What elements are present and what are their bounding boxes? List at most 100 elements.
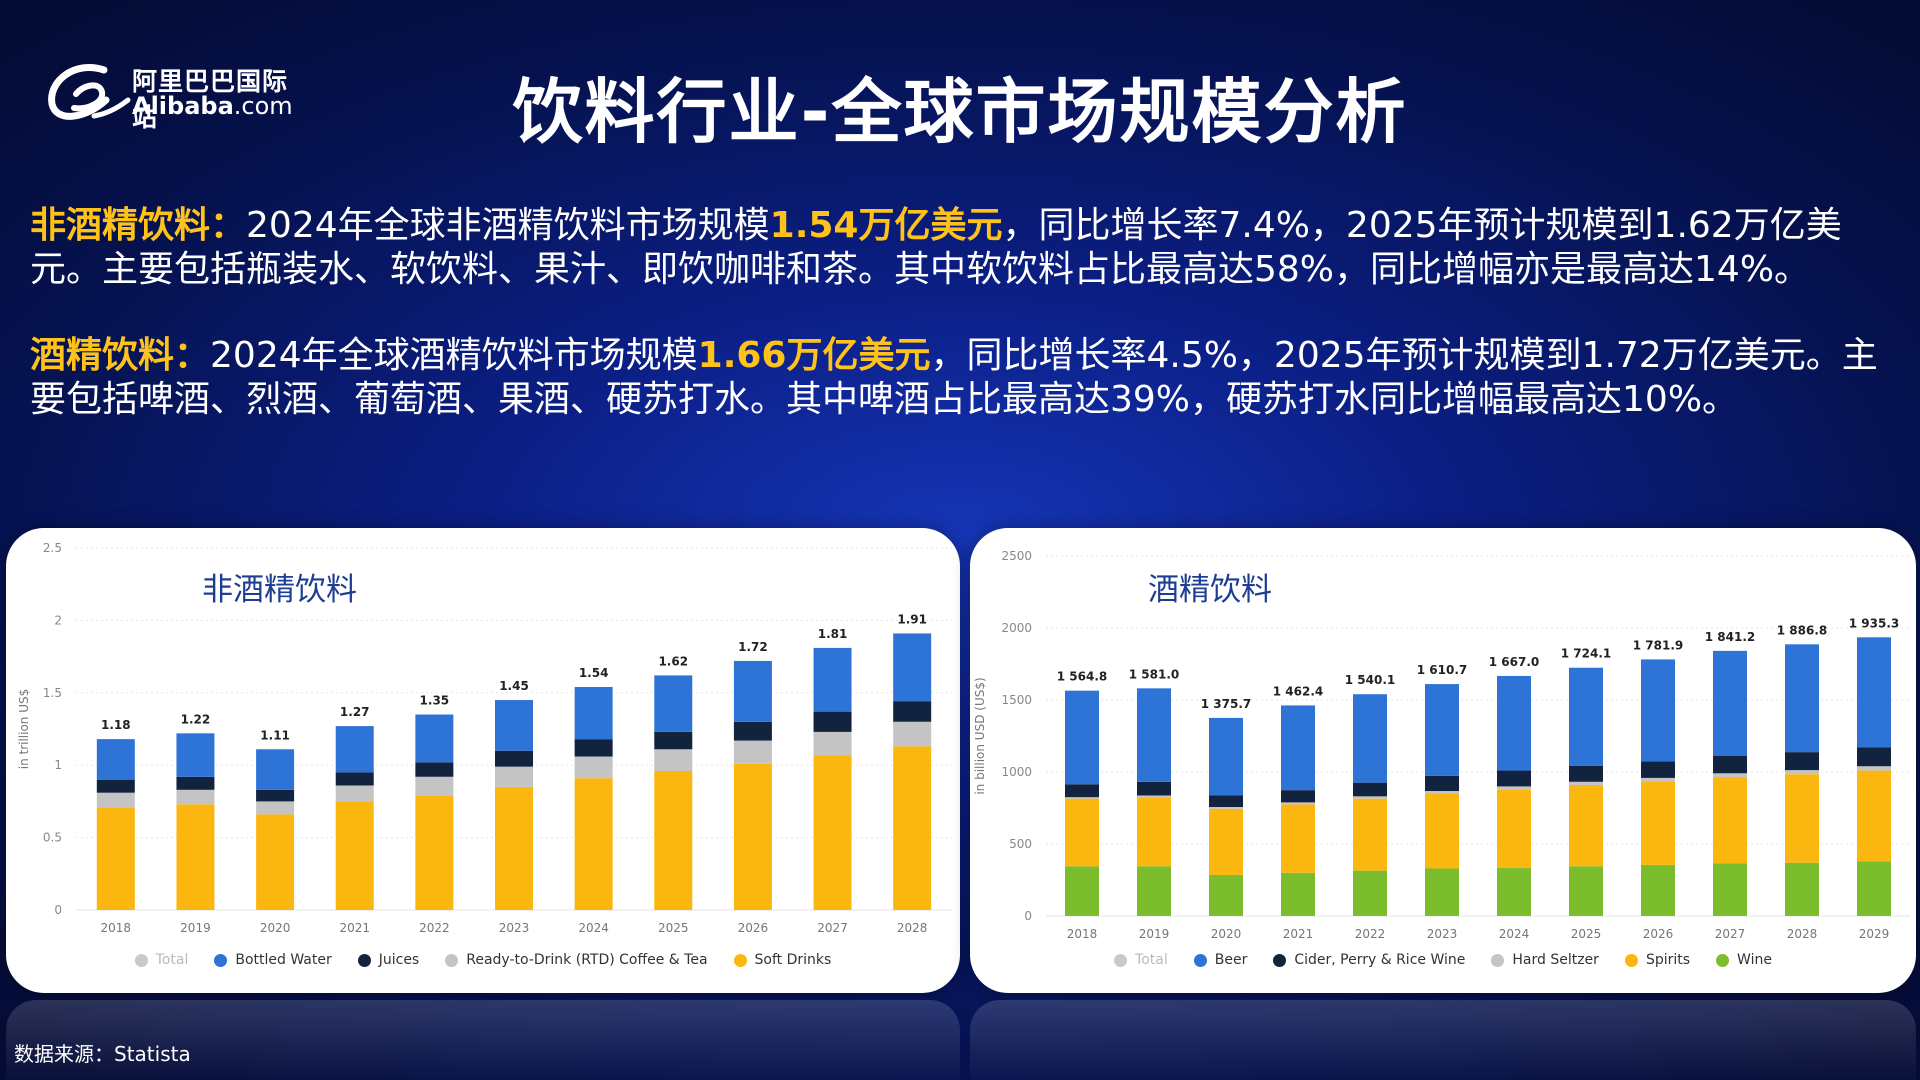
bar-segment-cider-perry-rice-wine bbox=[1425, 775, 1459, 792]
bar-segment-juices bbox=[813, 711, 852, 732]
bar-segment-hard-seltzer bbox=[1137, 795, 1171, 798]
y-tick-label: 1.5 bbox=[43, 686, 62, 700]
bar-segment-ready-to-drink-rtd-coffee-tea bbox=[335, 785, 374, 802]
chart-legend: Total Bottled Water Juices Ready-to-Drink (… bbox=[6, 952, 960, 968]
bar-segment-wine bbox=[1065, 866, 1099, 916]
bar-segment-soft-drinks bbox=[335, 801, 374, 910]
legend-item[interactable]: Hard Seltzer bbox=[1491, 952, 1599, 968]
bar-segment-ready-to-drink-rtd-coffee-tea bbox=[176, 789, 215, 805]
legend-item[interactable]: Ready-to-Drink (RTD) Coffee & Tea bbox=[445, 952, 708, 968]
bar-segment-spirits bbox=[1569, 784, 1603, 867]
bar-segment-soft-drinks bbox=[654, 770, 693, 910]
total-data-label: 1 564.8 bbox=[1057, 670, 1107, 684]
legend-label: Ready-to-Drink (RTD) Coffee & Tea bbox=[466, 952, 708, 968]
bar-segment-wine bbox=[1353, 870, 1387, 916]
alcoholic-chart-panel: 0 500 1000 1500 2000 2500 in billion USD (US$)… bbox=[970, 528, 1916, 993]
summary-lead: 酒精饮料： bbox=[30, 335, 211, 376]
legend-label: Beer bbox=[1214, 952, 1248, 968]
legend-item[interactable]: Bottled Water bbox=[214, 952, 332, 968]
bar-segment-spirits bbox=[1641, 781, 1675, 865]
legend-label: Bottled Water bbox=[235, 952, 332, 968]
bar-segment-juices bbox=[495, 750, 533, 767]
total-data-label: 1 375.7 bbox=[1201, 697, 1251, 711]
chart-title: 酒精饮料 bbox=[1148, 572, 1272, 608]
bar-segment-spirits bbox=[1209, 808, 1243, 875]
bar-segment-spirits bbox=[1065, 798, 1099, 867]
legend-label: Cider, Perry & Rice Wine bbox=[1294, 952, 1466, 968]
legend-swatch bbox=[357, 953, 371, 967]
bar-segment-spirits bbox=[1137, 797, 1171, 867]
total-data-label: 1.35 bbox=[420, 694, 450, 708]
chart-title: 非酒精饮料 bbox=[202, 572, 357, 608]
bar-segment-spirits bbox=[1857, 770, 1891, 862]
bar-segment-beer bbox=[1425, 684, 1459, 776]
bar-segment-soft-drinks bbox=[495, 786, 533, 910]
x-tick-label: 2020 bbox=[1211, 927, 1242, 941]
y-tick-label: 2.5 bbox=[43, 541, 62, 555]
legend-swatch bbox=[1273, 953, 1287, 967]
legend-label: Juices bbox=[378, 952, 420, 968]
bar-segment-ready-to-drink-rtd-coffee-tea bbox=[893, 721, 932, 747]
x-tick-label: 2028 bbox=[897, 921, 928, 935]
bar-segment-juices bbox=[893, 701, 932, 722]
bar-segment-ready-to-drink-rtd-coffee-tea bbox=[96, 792, 135, 808]
total-data-label: 1 935.3 bbox=[1849, 616, 1899, 630]
bar-segment-beer bbox=[1209, 717, 1243, 796]
bar-segment-soft-drinks bbox=[813, 755, 852, 910]
alibaba-logo: 阿里巴巴国际站 Alibaba.com bbox=[44, 60, 304, 132]
legend-item[interactable]: Wine bbox=[1716, 952, 1772, 968]
bar-segment-hard-seltzer bbox=[1065, 797, 1099, 799]
legend-item[interactable]: Spirits bbox=[1624, 952, 1690, 968]
bar-segment-hard-seltzer bbox=[1281, 802, 1315, 805]
y-axis-label: in trillion US$ bbox=[17, 689, 31, 770]
bar-segment-beer bbox=[1641, 659, 1675, 762]
bar-segment-ready-to-drink-rtd-coffee-tea bbox=[574, 756, 613, 779]
bar-segment-cider-perry-rice-wine bbox=[1497, 770, 1531, 787]
bar-segment-spirits bbox=[1353, 798, 1387, 871]
bar-segment-hard-seltzer bbox=[1353, 796, 1387, 799]
y-tick-label: 1 bbox=[54, 758, 62, 772]
y-tick-label: 2 bbox=[54, 613, 62, 627]
legend-item[interactable]: Cider, Perry & Rice Wine bbox=[1273, 952, 1465, 968]
bar-segment-cider-perry-rice-wine bbox=[1569, 765, 1603, 782]
bar-segment-bottled-water bbox=[813, 647, 852, 712]
summary-highlight: 1.54万亿美元 bbox=[769, 205, 1003, 246]
y-tick-label: 500 bbox=[1009, 837, 1032, 851]
legend-item[interactable]: Total bbox=[134, 952, 188, 968]
bar-segment-soft-drinks bbox=[176, 804, 215, 910]
non-alcoholic-chart-panel: 0 0.5 1 1.5 2 2.5 in trillion US$ 1.18 2018 1.22 2… bbox=[6, 528, 960, 993]
bar-segment-cider-perry-rice-wine bbox=[1281, 790, 1315, 803]
legend-item[interactable]: Juices bbox=[357, 952, 420, 968]
summary-text-rest: ，同比增长率4.5%，2025年预计规模到1.72万亿美元。主要包括啤酒、烈酒、… bbox=[30, 335, 1878, 420]
summary-text: 2024年全球酒精饮料市场规模 bbox=[210, 335, 698, 376]
total-data-label: 1.54 bbox=[579, 666, 609, 680]
legend-label: Wine bbox=[1737, 952, 1772, 968]
total-data-label: 1.62 bbox=[658, 654, 688, 668]
bar-segment-soft-drinks bbox=[96, 807, 135, 910]
alcoholic-summary: 酒精饮料：2024年全球酒精饮料市场规模1.66万亿美元，同比增长率4.5%，2… bbox=[30, 334, 1900, 422]
bar-segment-beer bbox=[1569, 667, 1603, 766]
x-tick-label: 2021 bbox=[339, 921, 370, 935]
total-data-label: 1 610.7 bbox=[1417, 663, 1467, 677]
bar-segment-juices bbox=[256, 789, 295, 802]
legend-item[interactable]: Total bbox=[1114, 952, 1168, 968]
bar-segment-hard-seltzer bbox=[1785, 770, 1819, 775]
bar-segment-wine bbox=[1713, 863, 1747, 916]
bar-segment-juices bbox=[96, 779, 135, 793]
legend-swatch bbox=[1193, 953, 1207, 967]
bar-segment-bottled-water bbox=[176, 733, 215, 777]
bar-segment-bottled-water bbox=[495, 700, 533, 751]
total-data-label: 1.45 bbox=[499, 679, 529, 693]
legend-item[interactable]: Beer bbox=[1193, 952, 1248, 968]
legend-swatch bbox=[1624, 953, 1638, 967]
bar-segment-beer bbox=[1065, 690, 1099, 785]
bar-segment-bottled-water bbox=[893, 633, 932, 702]
bar-segment-juices bbox=[415, 762, 454, 777]
bar-segment-beer bbox=[1785, 644, 1819, 753]
bar-segment-hard-seltzer bbox=[1425, 791, 1459, 794]
x-tick-label: 2026 bbox=[1643, 927, 1674, 941]
x-tick-label: 2019 bbox=[1139, 927, 1170, 941]
bar-segment-juices bbox=[654, 731, 693, 750]
bar-segment-hard-seltzer bbox=[1641, 777, 1675, 782]
legend-item[interactable]: Soft Drinks bbox=[733, 952, 831, 968]
